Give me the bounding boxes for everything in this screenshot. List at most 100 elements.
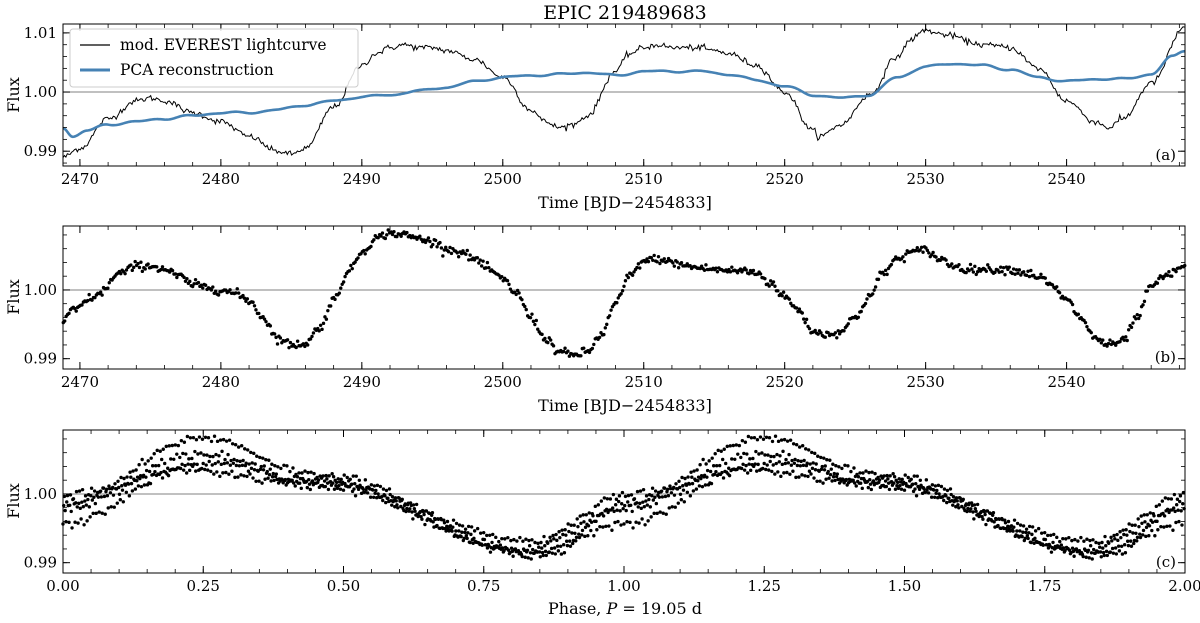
- data-point: [347, 479, 351, 483]
- data-point: [275, 342, 280, 346]
- data-point: [827, 476, 831, 480]
- data-point: [1143, 520, 1147, 524]
- data-point: [466, 524, 471, 529]
- data-point: [984, 269, 989, 273]
- data-point: [789, 463, 794, 467]
- data-point: [212, 434, 217, 438]
- data-point: [913, 487, 917, 491]
- data-point: [962, 506, 966, 511]
- data-point: [1027, 524, 1032, 529]
- data-point: [271, 471, 275, 476]
- data-point: [744, 463, 748, 468]
- data-point: [1110, 546, 1115, 551]
- panel-c-x-ticks: 0.00 0.25 0.50 0.75 1.00 1.25 1.50 1.75 2.00: [46, 430, 1200, 595]
- data-point: [336, 477, 340, 481]
- data-point: [252, 451, 256, 456]
- data-point: [75, 505, 79, 509]
- data-point: [291, 466, 295, 470]
- data-point: [446, 527, 450, 531]
- data-point: [369, 244, 373, 249]
- data-point: [556, 549, 561, 553]
- panel-a-x-label: Time [BJD−2454833]: [538, 193, 712, 212]
- data-point: [972, 517, 976, 521]
- data-point: [638, 501, 642, 506]
- data-point: [100, 511, 104, 515]
- data-point: [253, 462, 257, 466]
- data-point: [303, 344, 307, 349]
- data-point: [866, 485, 871, 490]
- data-point: [594, 519, 598, 524]
- data-point: [641, 500, 645, 504]
- data-point: [607, 524, 611, 528]
- data-point: [97, 510, 101, 514]
- data-point: [222, 461, 227, 466]
- data-point: [74, 489, 79, 494]
- data-point: [557, 530, 561, 534]
- data-point: [870, 470, 874, 474]
- data-point: [553, 552, 558, 556]
- data-point: [107, 281, 111, 285]
- data-point: [218, 438, 223, 442]
- data-point: [150, 473, 154, 477]
- data-point: [88, 515, 92, 519]
- data-point: [973, 264, 977, 269]
- data-point: [463, 530, 467, 535]
- data-point: [70, 526, 74, 530]
- data-point: [170, 443, 175, 448]
- data-point: [604, 524, 608, 529]
- x-tick-label: 2530: [907, 170, 945, 188]
- data-point: [288, 469, 292, 474]
- data-point: [439, 517, 444, 522]
- data-point: [1106, 341, 1111, 346]
- data-point: [1177, 519, 1181, 524]
- data-point: [231, 461, 236, 465]
- data-point: [488, 550, 493, 554]
- data-point: [160, 476, 165, 480]
- data-point: [669, 486, 673, 491]
- data-point: [633, 502, 637, 506]
- data-point: [912, 474, 916, 478]
- data-point: [640, 517, 644, 521]
- data-point: [721, 457, 725, 462]
- data-point: [1039, 531, 1044, 535]
- data-point: [468, 253, 472, 257]
- data-point: [770, 469, 774, 474]
- data-point: [1091, 538, 1095, 542]
- data-point: [809, 472, 813, 476]
- legend: mod. EVEREST lightcurve PCA reconstructi…: [69, 28, 359, 88]
- data-point: [1141, 528, 1146, 533]
- data-point: [1119, 535, 1123, 540]
- data-point: [269, 479, 273, 483]
- data-point: [376, 236, 380, 240]
- data-point: [1026, 536, 1030, 541]
- data-point: [886, 481, 891, 485]
- data-point: [707, 459, 711, 463]
- data-point: [226, 452, 230, 457]
- data-point: [974, 272, 978, 277]
- data-point: [974, 509, 978, 513]
- data-point: [957, 506, 961, 510]
- data-point: [270, 462, 274, 466]
- data-point: [788, 438, 793, 442]
- data-point: [902, 259, 907, 264]
- data-point: [316, 478, 321, 482]
- data-point: [846, 464, 850, 468]
- data-point: [454, 521, 459, 526]
- data-point: [458, 534, 462, 538]
- data-point: [616, 519, 620, 524]
- data-point: [236, 445, 241, 449]
- data-point: [83, 499, 87, 503]
- data-point: [901, 255, 905, 259]
- data-point: [331, 475, 336, 479]
- data-point: [196, 280, 201, 285]
- data-point: [1134, 531, 1138, 535]
- data-point: [245, 474, 249, 479]
- data-point: [298, 476, 303, 481]
- data-point: [1145, 289, 1150, 293]
- data-point: [804, 317, 809, 322]
- data-point: [871, 292, 875, 296]
- data-point: [832, 471, 836, 476]
- data-point: [649, 515, 653, 519]
- data-point: [761, 437, 766, 441]
- data-point: [831, 462, 835, 466]
